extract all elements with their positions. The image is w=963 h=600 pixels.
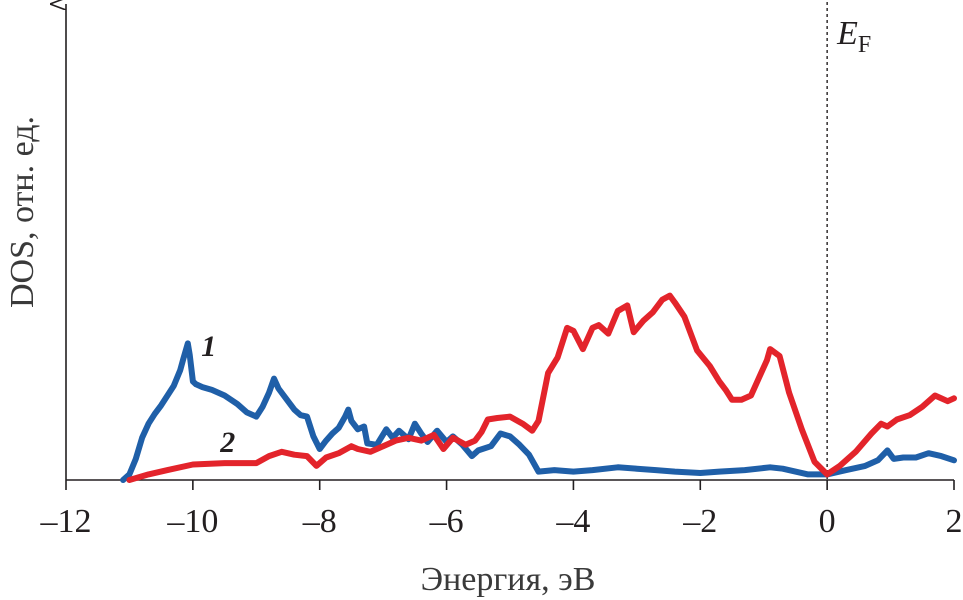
series-group [120,292,957,483]
fermi-level-group: EF [826,2,871,480]
curve-annotations: 12 [201,330,235,459]
x-tick-label: –8 [302,503,337,540]
x-tick-label: –6 [429,503,464,540]
x-tick-label: –10 [166,503,218,540]
x-ticks: –12 –10 –8 –6 –4 –2 0 2 [40,480,963,540]
series-line-2 [126,292,957,483]
x-tick-label: –12 [40,503,92,540]
curve-label-2: 2 [219,426,235,459]
x-tick-label: 0 [819,503,836,540]
fermi-level-label: EF [836,15,871,58]
x-tick-label: –2 [682,503,717,540]
x-tick-label: –4 [555,503,590,540]
y-axis-title: DOS, отн. ед. [4,116,41,308]
series-line-1 [120,340,957,483]
x-axis-title: Энергия, эВ [421,561,596,598]
x-tick-label: 2 [946,503,963,540]
curve-label-1: 1 [201,330,216,363]
